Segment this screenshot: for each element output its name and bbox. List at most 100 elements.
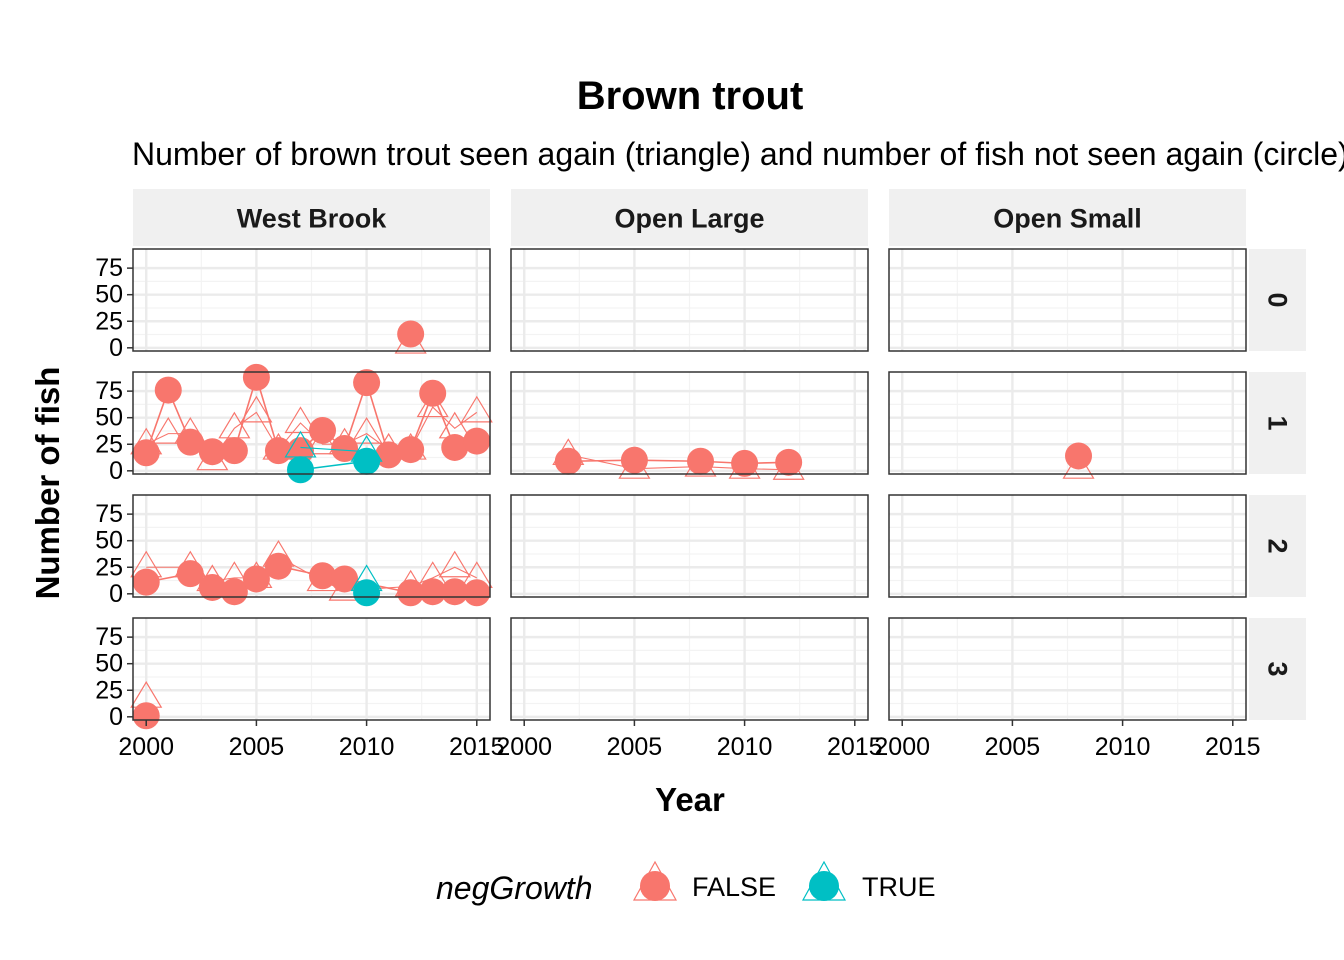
- circle-point: [132, 702, 160, 730]
- y-axis-title: Number of fish: [29, 367, 66, 600]
- panel-open-large-2: [511, 495, 868, 597]
- circle-point: [331, 435, 359, 462]
- data-west-brook-1: [130, 363, 493, 484]
- x-tick-label: 2015: [449, 733, 505, 761]
- panel-open-large-0: [511, 249, 868, 351]
- y-tick-label: 25: [95, 430, 123, 458]
- series-false: [1062, 442, 1095, 479]
- row-strip-0: 0: [1249, 249, 1306, 351]
- legend-key-true: [801, 860, 847, 901]
- panel-border: [510, 617, 869, 721]
- legend: negGrowth FALSE TRUE: [436, 860, 936, 906]
- circle-point: [687, 447, 715, 475]
- x-tick-label: 2015: [1205, 733, 1261, 761]
- circle-point: [242, 363, 270, 391]
- strip-west-brook: West Brook: [133, 189, 490, 246]
- legend-circle: [809, 871, 839, 901]
- row-strip-3: 3: [1249, 618, 1306, 720]
- panel-border: [888, 494, 1247, 598]
- panel-border: [132, 617, 491, 721]
- x-tick-label: 2000: [118, 733, 174, 761]
- panel-grid: [889, 495, 1246, 597]
- circle-point: [242, 565, 270, 593]
- triangle-point: [460, 395, 493, 423]
- series-line-seen-again: [300, 446, 367, 453]
- triangle-point: [152, 416, 185, 444]
- row-strip-background: [1249, 618, 1306, 720]
- strip-background: [511, 189, 868, 246]
- x-tick-label: 2010: [1095, 733, 1151, 761]
- x-tick-label: 2000: [496, 733, 552, 761]
- data-open-large-1: [552, 438, 805, 480]
- legend-title: negGrowth: [436, 870, 593, 906]
- panel-border: [888, 617, 1247, 721]
- x-tick-label: 2005: [985, 733, 1041, 761]
- circle-point: [731, 449, 759, 477]
- row-strip-2: 2: [1249, 495, 1306, 597]
- panel-border: [132, 494, 491, 598]
- y-tick-label: 75: [95, 623, 123, 651]
- panel-grid: [889, 618, 1246, 720]
- circle-point: [176, 560, 204, 588]
- circle-point: [397, 436, 425, 464]
- x-tick-label: 2005: [229, 733, 285, 761]
- panel-border: [510, 371, 869, 475]
- series-false: [130, 363, 493, 471]
- circle-point: [309, 562, 337, 590]
- x-tick-label: 2000: [874, 733, 930, 761]
- x-tick-label: 2010: [339, 733, 395, 761]
- chart-subtitle: Number of brown trout seen again (triang…: [132, 136, 1344, 172]
- strip-label: Open Small: [993, 204, 1142, 234]
- legend-label: TRUE: [862, 872, 936, 902]
- circle-point: [198, 438, 226, 466]
- legend-key-false: [632, 860, 678, 901]
- x-axis-title: Year: [655, 781, 725, 818]
- panel-open-small-3: [889, 618, 1246, 720]
- triangle-point: [240, 395, 273, 423]
- panel-border: [888, 248, 1247, 352]
- circle-point: [331, 565, 359, 593]
- circle-point: [309, 416, 337, 444]
- strip-background: [133, 189, 490, 246]
- circle-point: [154, 376, 182, 404]
- facet-panels: West Brook Open Large Open Small0123025507…: [95, 189, 1306, 761]
- panel-border: [132, 371, 491, 475]
- row-strip-background: [1249, 372, 1306, 474]
- y-tick-label: 75: [95, 254, 123, 282]
- row-strip-background: [1249, 495, 1306, 597]
- y-tick-label: 75: [95, 500, 123, 528]
- triangle-point: [350, 416, 383, 444]
- data-open-small-1: [1062, 442, 1095, 479]
- panel-open-small-0: [889, 249, 1246, 351]
- circle-point: [419, 379, 447, 407]
- row-strip-label: 3: [1263, 661, 1293, 676]
- circle-point: [286, 456, 314, 484]
- panel-open-small-2: [889, 495, 1246, 597]
- circle-point: [775, 448, 803, 476]
- series-false: [130, 681, 163, 730]
- y-tick-label: 25: [95, 307, 123, 335]
- panel-border: [888, 371, 1247, 475]
- panel-grid: [511, 618, 868, 720]
- circle-point: [554, 447, 582, 475]
- y-tick-label: 25: [95, 676, 123, 704]
- circle-point: [397, 579, 425, 607]
- circle-point: [353, 579, 381, 607]
- y-tick-label: 75: [95, 377, 123, 405]
- series-false: [394, 320, 427, 354]
- data-west-brook-2: [130, 539, 493, 607]
- circle-point: [353, 369, 381, 397]
- circle-point: [176, 428, 204, 456]
- circle-point: [1065, 442, 1093, 470]
- data-west-brook-0: [394, 320, 427, 354]
- panel-grid: [133, 618, 490, 720]
- circle-point: [441, 578, 469, 606]
- row-strip-label: 1: [1263, 415, 1293, 430]
- strip-open-large: Open Large: [511, 189, 868, 246]
- series-false: [552, 438, 805, 480]
- circle-point: [419, 578, 447, 606]
- data-west-brook-3: [130, 681, 163, 730]
- panel-open-large-3: [511, 618, 868, 720]
- y-tick-label: 50: [95, 650, 123, 678]
